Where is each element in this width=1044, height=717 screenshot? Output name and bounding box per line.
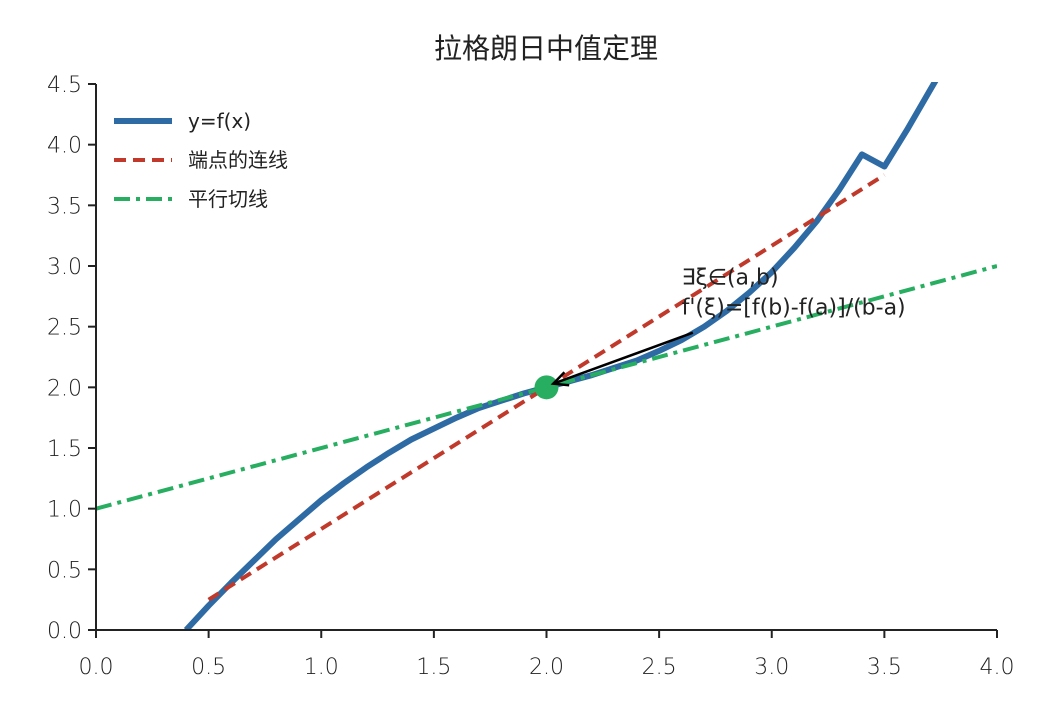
annotation-line-1: ∃ξ∈(a,b) bbox=[682, 266, 779, 291]
x-tick-label: 4.0 bbox=[980, 655, 1015, 680]
tangent-line bbox=[96, 264, 997, 511]
plot-area bbox=[96, 82, 997, 630]
y-tick-label: 3.0 bbox=[47, 255, 82, 280]
y-axis-ticks: 0.0 0.5 1.0 1.5 2.0 2.5 3.0 3.5 4.0 4.5 bbox=[47, 73, 96, 644]
y-tick-label: 0.5 bbox=[47, 558, 82, 583]
y-tick-label: 4.5 bbox=[47, 73, 82, 98]
legend-label-tangent: 平行切线 bbox=[188, 187, 268, 211]
annotation: ∃ξ∈(a,b) f'(ξ)=[f(b)-f(a)]/(b-a) bbox=[550, 266, 906, 387]
y-tick-label: 1.5 bbox=[47, 437, 82, 462]
x-tick-label: 3.0 bbox=[754, 655, 789, 680]
x-tick-label: 1.5 bbox=[416, 655, 451, 680]
annotation-arrow-head bbox=[550, 371, 570, 387]
x-tick-label: 3.5 bbox=[867, 655, 902, 680]
x-tick-label: 0.5 bbox=[191, 655, 226, 680]
legend: y=f(x) 端点的连线 平行切线 bbox=[114, 109, 288, 211]
y-tick-label: 4.0 bbox=[47, 134, 82, 159]
annotation-arrow-shaft bbox=[552, 331, 694, 385]
curve-line bbox=[183, 82, 939, 630]
chart-title: 拉格朗日中值定理 bbox=[434, 32, 658, 65]
y-tick-label: 3.5 bbox=[47, 194, 82, 219]
legend-label-curve: y=f(x) bbox=[188, 109, 251, 133]
mean-value-point bbox=[534, 375, 559, 400]
x-tick-label: 1.0 bbox=[304, 655, 339, 680]
x-tick-label: 2.0 bbox=[529, 655, 564, 680]
y-tick-label: 1.0 bbox=[47, 498, 82, 523]
y-tick-label: 0.0 bbox=[47, 619, 82, 644]
x-tick-label: 2.5 bbox=[642, 655, 677, 680]
y-tick-label: 2.0 bbox=[47, 376, 82, 401]
legend-label-secant: 端点的连线 bbox=[188, 148, 288, 172]
x-axis-ticks: 0.0 0.5 1.0 1.5 2.0 2.5 3.0 3.5 4.0 bbox=[79, 630, 1015, 680]
x-tick-label: 0.0 bbox=[79, 655, 114, 680]
y-tick-label: 2.5 bbox=[47, 316, 82, 341]
annotation-line-2: f'(ξ)=[f(b)-f(a)]/(b-a) bbox=[682, 296, 906, 321]
